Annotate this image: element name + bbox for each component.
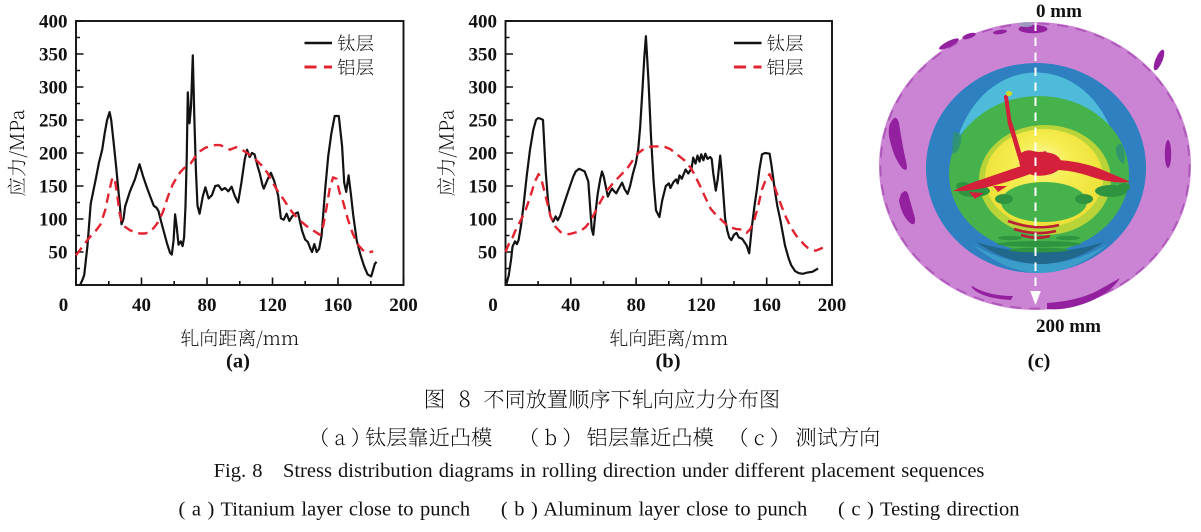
- svg-text:150: 150: [469, 177, 498, 198]
- svg-text:300: 300: [469, 78, 498, 99]
- svg-text:160: 160: [324, 295, 353, 316]
- svg-text:80: 80: [198, 295, 217, 316]
- svg-text:(b): (b): [655, 351, 680, 373]
- svg-text:(c): (c): [1028, 351, 1051, 373]
- svg-text:80: 80: [627, 295, 646, 316]
- svg-text:250: 250: [469, 111, 498, 132]
- svg-text:( a ) Titanium layer close to: ( a ) Titanium layer close to punch ( b …: [179, 499, 1020, 521]
- svg-text:400: 400: [469, 12, 498, 33]
- svg-text:50: 50: [49, 243, 68, 264]
- svg-text:350: 350: [469, 45, 498, 66]
- svg-text:200 mm: 200 mm: [1036, 316, 1101, 337]
- svg-text:40: 40: [561, 295, 580, 316]
- svg-text:50: 50: [478, 243, 497, 264]
- svg-text:120: 120: [258, 295, 287, 316]
- svg-text:0: 0: [59, 295, 69, 316]
- svg-text:200: 200: [469, 144, 498, 165]
- svg-text:200: 200: [818, 295, 847, 316]
- svg-text:40: 40: [132, 295, 151, 316]
- svg-text:(a): (a): [226, 351, 250, 373]
- svg-text:200: 200: [389, 295, 418, 316]
- svg-text:0: 0: [488, 295, 498, 316]
- svg-text:100: 100: [469, 210, 498, 231]
- svg-text:200: 200: [39, 144, 68, 165]
- svg-text:Fig. 8 Stress distribution dia: Fig. 8 Stress distribution diagrams in r…: [214, 460, 985, 482]
- svg-text:250: 250: [39, 111, 68, 132]
- svg-text:0 mm: 0 mm: [1036, 1, 1082, 22]
- svg-text:120: 120: [687, 295, 716, 316]
- svg-text:160: 160: [752, 295, 781, 316]
- svg-text:350: 350: [39, 45, 68, 66]
- svg-text:150: 150: [39, 177, 68, 198]
- svg-text:100: 100: [39, 210, 68, 231]
- svg-text:400: 400: [39, 12, 68, 33]
- svg-text:300: 300: [39, 78, 68, 99]
